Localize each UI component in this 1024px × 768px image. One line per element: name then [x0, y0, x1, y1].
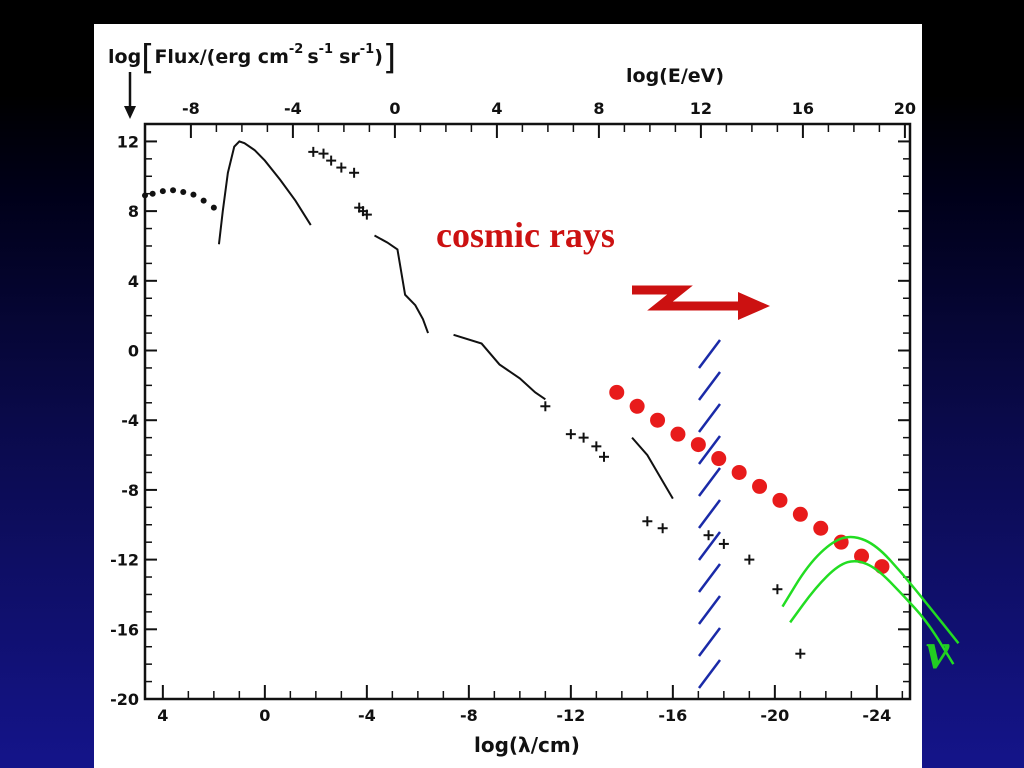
- hatch-stroke: [698, 371, 721, 401]
- cosmic-ray-dot: [772, 492, 788, 508]
- point-radio-dots: [200, 197, 207, 204]
- x-tick-label: 4: [157, 706, 168, 725]
- cosmic-rays-arrow-icon: [632, 285, 770, 320]
- hatch-stroke: [698, 403, 721, 433]
- hatched-band: [698, 339, 721, 689]
- hatch-stroke: [698, 659, 721, 689]
- point-radio-dots: [159, 188, 166, 195]
- top-tick-label: 12: [690, 99, 712, 118]
- cosmic-ray-dot: [650, 412, 666, 428]
- data-layer: [142, 140, 806, 659]
- y-tick-label: -12: [110, 551, 139, 570]
- cosmic-ray-dot: [629, 398, 645, 414]
- y-tick-label: 4: [128, 272, 139, 291]
- hatch-stroke: [698, 595, 721, 625]
- cosmic-rays-label: cosmic rays: [436, 215, 615, 255]
- y-tick-label: 0: [128, 342, 139, 361]
- point-radio-dots: [170, 187, 177, 194]
- y-tick-label: -4: [121, 411, 139, 430]
- y-tick-label: 12: [117, 132, 139, 151]
- y-tick-label: -8: [121, 481, 139, 500]
- y-tick-label: -20: [110, 690, 139, 709]
- x-axis-bottom-title: log(λ/cm): [474, 733, 580, 757]
- point-radio-dots: [142, 192, 148, 199]
- cosmic-ray-dot: [690, 437, 706, 453]
- y-tick-label: 8: [128, 202, 139, 221]
- cosmic-ray-dot: [752, 478, 768, 494]
- top-tick-label: 0: [389, 99, 400, 118]
- point-radio-dots: [210, 204, 217, 211]
- x-tick-label: 0: [259, 706, 270, 725]
- hatch-stroke: [698, 531, 721, 561]
- hatch-stroke: [698, 467, 721, 497]
- hatch-stroke: [698, 435, 721, 465]
- x-tick-label: -12: [556, 706, 585, 725]
- hatch-stroke: [698, 499, 721, 529]
- x-axis-top-title: log(E/eV): [626, 65, 724, 87]
- cosmic-ray-dot: [609, 384, 625, 400]
- top-tick-label: 8: [593, 99, 604, 118]
- cosmic-ray-dot: [874, 559, 890, 575]
- hatch-stroke: [698, 627, 721, 657]
- plot-panel: [94, 24, 922, 768]
- x-tick-label: -20: [760, 706, 789, 725]
- cosmic-ray-dot: [792, 506, 808, 522]
- series-xray: [374, 234, 429, 334]
- top-tick-label: -4: [284, 99, 302, 118]
- neutrino-symbol: ν: [926, 623, 950, 680]
- plot-frame: [143, 122, 912, 701]
- top-tick-label: -8: [182, 99, 200, 118]
- point-radio-dots: [190, 191, 197, 198]
- series-uhe-curve: [631, 436, 674, 500]
- y-axis-arrow-icon: [124, 72, 136, 119]
- hatch-stroke: [698, 563, 721, 593]
- x-tick-label: -24: [862, 706, 891, 725]
- neutrino-curve: [789, 559, 955, 665]
- y-axis-title: log[Flux/(erg cm-2 s-1 sr-1)]: [108, 38, 396, 78]
- x-tick-label: -4: [358, 706, 376, 725]
- neutrino-curves: [781, 535, 960, 665]
- top-tick-label: 20: [894, 99, 916, 118]
- cosmic-ray-dot: [813, 520, 829, 536]
- neutrino-curve: [781, 535, 960, 645]
- hatch-stroke: [698, 339, 721, 369]
- top-tick-label: 4: [491, 99, 502, 118]
- series-gamma-continuum: [453, 333, 546, 401]
- point-radio-dots: [180, 188, 187, 195]
- y-tick-label: -16: [110, 620, 139, 639]
- x-tick-label: -8: [460, 706, 478, 725]
- cosmic-ray-dot: [731, 464, 747, 480]
- top-tick-label: 16: [792, 99, 814, 118]
- cosmic-ray-dot: [711, 451, 727, 467]
- cosmic-ray-dots: [609, 384, 890, 575]
- axis-ticks: 12 8 4 0 -4 -8 -12 -16 -20 4 0 -4 -8 -12 -16 -20 -24 -8 -4…: [110, 99, 916, 725]
- point-radio-dots: [149, 190, 156, 197]
- cosmic-ray-dot: [854, 548, 870, 564]
- series-microwave-rise: [217, 140, 312, 245]
- cosmic-ray-dot: [670, 426, 686, 442]
- x-tick-label: -16: [658, 706, 687, 725]
